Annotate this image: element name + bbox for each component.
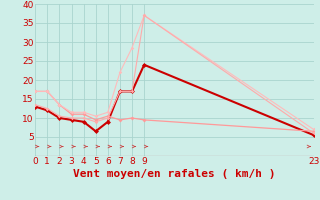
X-axis label: Vent moyen/en rafales ( km/h ): Vent moyen/en rafales ( km/h ): [73, 169, 276, 179]
